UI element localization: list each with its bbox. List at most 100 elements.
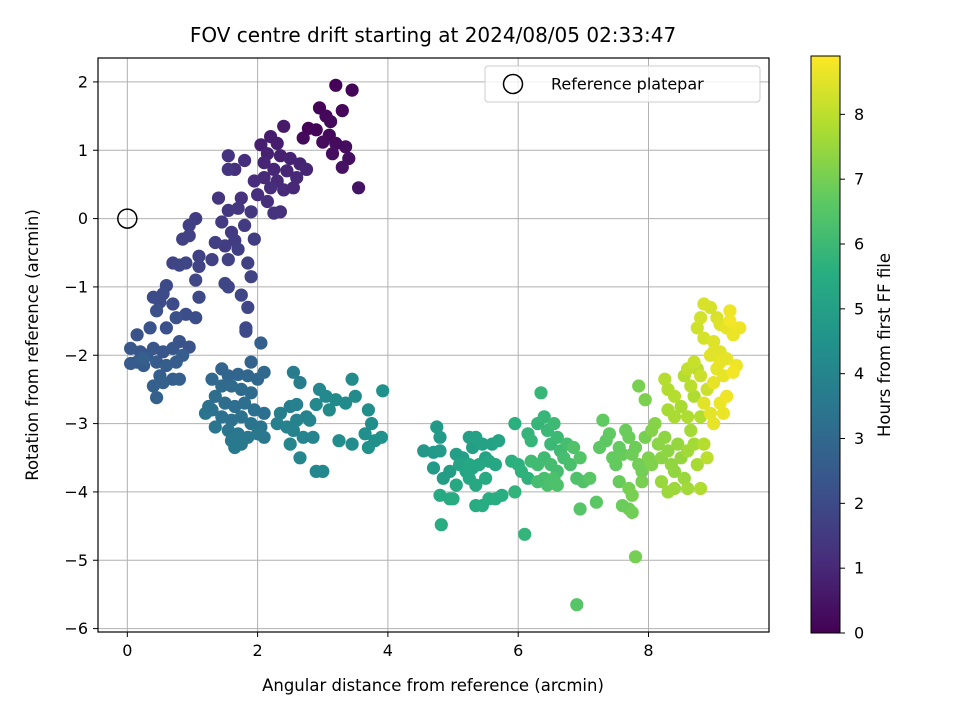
data-point [443,464,457,478]
data-point [697,297,711,311]
data-point [537,410,551,424]
data-point [707,345,721,359]
data-point [221,162,235,176]
data-point [648,417,662,431]
data-point [238,218,252,232]
data-point [280,164,294,178]
data-point [534,386,548,400]
data-point [221,280,235,294]
data-point [339,396,353,410]
data-point [567,440,581,455]
y-tick-label: −5 [64,551,88,570]
data-point [234,410,248,424]
data-point [332,434,346,448]
data-point [221,253,235,267]
data-point [303,413,317,427]
data-point [720,389,734,403]
data-point [687,437,701,451]
data-point [221,203,235,217]
data-point [215,215,229,229]
data-point [733,321,747,335]
data-point [166,297,180,311]
data-point [257,365,271,379]
data-point [658,372,672,386]
y-tick-label: −4 [64,482,88,501]
data-point [365,417,379,431]
y-axis-label: Rotation from reference (arcmin) [23,209,42,481]
data-point [495,488,509,502]
grid-lines [98,58,769,632]
data-point [182,218,196,232]
legend-entry-reference-platepar: Reference platepar [551,75,704,94]
data-point [488,458,502,472]
data-point [150,304,164,318]
data-point [208,420,222,434]
data-point [221,149,235,163]
data-point [270,136,284,150]
data-point [267,206,281,220]
data-point [159,321,173,335]
data-point [518,527,532,541]
data-point [635,475,649,489]
data-point [449,478,463,492]
data-point [433,444,447,458]
colorbar-tick-label: 0 [854,624,864,643]
data-point [671,437,685,451]
data-point [228,440,242,455]
legend-box [484,65,761,103]
colorbar-tick-label: 1 [854,559,864,578]
data-point [296,430,310,444]
data-point [632,379,646,393]
legend-marker [502,73,524,95]
data-point [703,406,718,420]
data-point [267,162,281,176]
data-point [612,475,626,489]
data-point [211,191,226,205]
y-tick-label: −6 [64,619,88,638]
data-point [716,406,731,420]
data-point [684,379,698,393]
data-point [192,290,206,304]
data-point [358,427,372,441]
data-point [508,485,522,499]
x-axis-ticks: 0 2 4 6 8 [122,632,654,660]
data-point [628,550,643,564]
data-point [713,355,727,369]
data-point [234,288,248,302]
data-point [260,194,274,209]
x-axis-label: Angular distance from reference (arcmin) [262,676,604,695]
data-point [602,427,617,441]
data-point [550,430,564,444]
data-point [322,403,336,417]
data-point [339,140,353,154]
data-point [654,475,669,489]
legend: Reference platepar [484,65,761,103]
data-point [182,229,196,243]
data-point [137,352,151,366]
data-point [707,335,721,349]
data-point [286,423,300,437]
data-point [589,495,604,509]
data-point [596,413,610,427]
y-tick-label: −3 [64,414,88,433]
data-point [244,355,258,369]
data-point [550,478,564,492]
data-point [661,444,675,458]
data-point [205,372,219,386]
data-point [345,372,359,386]
data-point [257,430,271,444]
colorbar-tick-label: 8 [854,105,864,124]
y-tick-label: −2 [64,346,88,365]
data-point [231,367,245,381]
data-point [241,256,255,270]
plot-frame [97,57,770,633]
data-point [583,471,597,485]
data-point [361,440,375,455]
data-point [231,242,245,256]
data-point [417,444,431,458]
y-tick-label: 2 [78,72,88,91]
data-point [694,481,708,496]
data-point [547,417,561,431]
data-point [376,384,390,398]
data-point [622,430,636,444]
